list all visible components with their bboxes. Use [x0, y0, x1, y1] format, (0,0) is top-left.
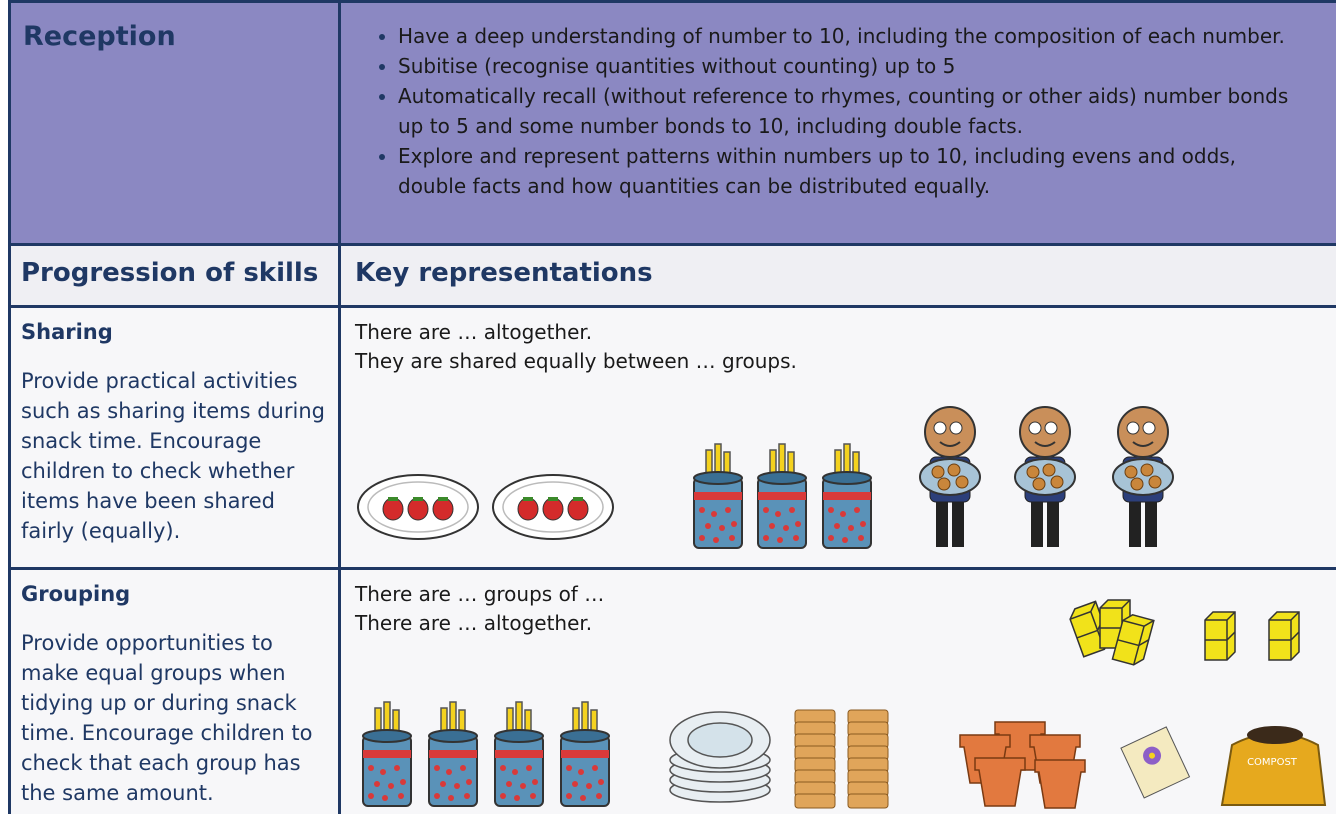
reception-title: Reception [23, 21, 176, 52]
prompt: They are shared equally between … groups… [355, 349, 797, 373]
prompt: There are … altogether. [355, 320, 593, 344]
header-cell: Progression of skills [8, 243, 339, 307]
goals-cell: Have a deep understanding of number to 1… [338, 0, 1336, 245]
goal-list: Have a deep understanding of number to 1… [341, 21, 1306, 201]
pencil-pot [757, 443, 807, 549]
plate-strawberries [357, 474, 479, 540]
pencil-pot [428, 701, 478, 807]
cracker-stack [794, 709, 836, 809]
column-header: Progression of skills [21, 258, 319, 288]
goal: Subitise (recognise quantities without c… [398, 51, 1306, 81]
flowerpots [959, 721, 1086, 809]
column-header: Key representations [355, 258, 653, 288]
seed-packet [1120, 726, 1191, 799]
pencil-pot [494, 701, 544, 807]
skill-cell: Sharing Provide practical activities suc… [8, 305, 339, 569]
pencil-pot [560, 701, 610, 807]
plate-stack [669, 711, 771, 803]
cracker-stack [847, 709, 889, 809]
child [1014, 406, 1076, 548]
cube-pile [1066, 599, 1155, 668]
reception-cell: Reception [8, 0, 339, 245]
skill-name: Grouping [21, 582, 131, 606]
plate-strawberries [492, 474, 614, 540]
bag-label: COMPOST [1247, 757, 1298, 768]
goal: Explore and represent patterns within nu… [398, 141, 1306, 201]
pencil-pot [362, 701, 412, 807]
child [1112, 406, 1174, 548]
pencil-pot [822, 443, 872, 549]
header-cell: Key representations [338, 243, 1336, 307]
cube-tower [1204, 611, 1236, 661]
prompt: There are … altogether. [355, 611, 593, 635]
pencil-pot [693, 443, 743, 549]
goal: Automatically recall (without reference … [398, 81, 1306, 141]
cube-tower [1268, 611, 1300, 661]
skill-description: Provide practical activities such as sha… [21, 369, 325, 543]
skill-description: Provide opportunities to make equal grou… [21, 631, 313, 805]
compost-bag: COMPOST [1220, 726, 1327, 806]
skill-cell: Grouping Provide opportunities to make e… [8, 567, 339, 814]
child [919, 406, 981, 548]
skill-name: Sharing [21, 320, 113, 344]
goal: Have a deep understanding of number to 1… [398, 21, 1306, 51]
prompt: There are … groups of … [355, 582, 605, 606]
